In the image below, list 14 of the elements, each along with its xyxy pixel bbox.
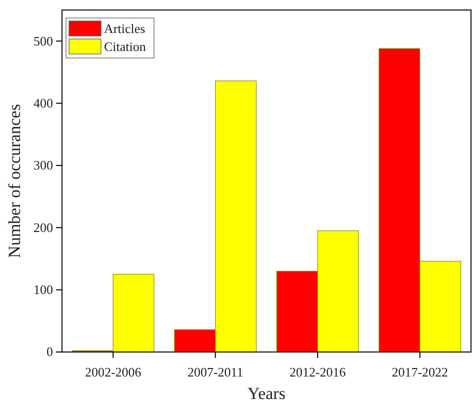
legend-label: Articles <box>104 21 146 36</box>
x-tick-label: 2012-2016 <box>289 364 346 380</box>
x-tick-label: 2007-2011 <box>187 364 244 380</box>
x-tick-label: 2002-2006 <box>84 364 142 380</box>
legend-label: Citation <box>104 39 146 54</box>
x-tick-label: 2017-2022 <box>392 364 448 380</box>
y-tick-label: 500 <box>34 33 53 48</box>
y-axis-title: Number of occurances <box>5 104 24 258</box>
y-tick-label: 200 <box>34 220 53 235</box>
y-tick-label: 100 <box>34 282 53 297</box>
y-tick-label: 300 <box>34 158 53 173</box>
y-tick-label: 400 <box>34 95 53 110</box>
x-axis-title: Years <box>248 384 286 403</box>
y-tick-label: 0 <box>46 344 53 360</box>
